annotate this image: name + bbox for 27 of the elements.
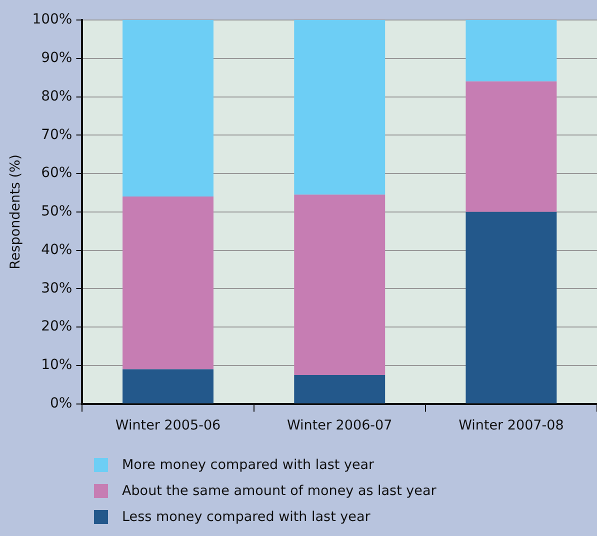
y-tick-label: 90%: [41, 50, 72, 66]
y-tick-label: 10%: [41, 357, 72, 374]
bar: [122, 196, 214, 370]
bar: [294, 194, 386, 376]
y-tick-label: 50%: [41, 204, 72, 220]
y-tick-label: 20%: [41, 318, 72, 335]
y-tick-label: 40%: [41, 242, 72, 258]
y-tick-label: 60%: [41, 165, 72, 182]
x-tick-label: Winter 2006-07: [287, 417, 392, 434]
y-tick-label: 0%: [50, 395, 72, 412]
legend-label: More money compared with last year: [122, 457, 374, 473]
bar: [294, 375, 386, 404]
y-tick-label: 70%: [41, 126, 72, 143]
bar: [466, 81, 557, 212]
bar: [122, 20, 214, 197]
y-tick-label: 80%: [41, 88, 72, 104]
y-tick-label: 30%: [41, 280, 72, 296]
x-tick-label: Winter 2007-08: [458, 417, 564, 434]
legend-label: About the same amount of money as last year: [122, 483, 436, 499]
x-tick-label: Winter 2005-06: [115, 417, 221, 434]
y-axis-title: Respondents (%): [8, 154, 24, 270]
legend-label: Less money compared with last year: [122, 509, 370, 525]
bar: [466, 20, 557, 82]
bar: [122, 369, 214, 404]
bar: [294, 20, 386, 195]
bar: [466, 212, 557, 404]
y-tick-label: 100%: [32, 12, 72, 28]
